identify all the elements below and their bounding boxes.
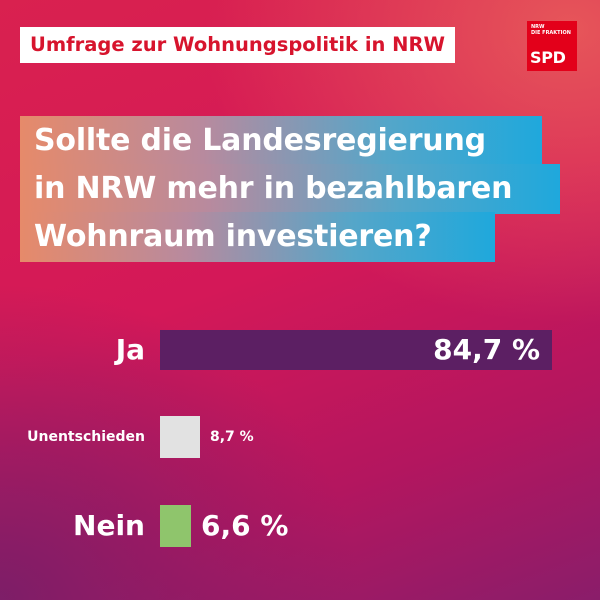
- bar-label-ja: Ja: [115, 333, 145, 366]
- bar-unentschieden: [160, 416, 200, 458]
- question-line-3: Wohnraum investieren?: [20, 212, 495, 262]
- question-line-2: in NRW mehr in bezahlbaren: [20, 164, 560, 214]
- bar-nein: [160, 505, 191, 547]
- logo-wordmark: SPD: [530, 48, 566, 67]
- value-label-unentschieden: 8,7 %: [210, 429, 254, 445]
- bar-label-nein: Nein: [73, 509, 145, 542]
- question-line-1: Sollte die Landesregierung: [20, 116, 542, 166]
- spd-logo: NRW DIE FRAKTION SPD: [527, 21, 577, 71]
- bar-ja: [160, 330, 552, 370]
- logo-subtitle: NRW DIE FRAKTION: [531, 24, 571, 36]
- survey-title-label: Umfrage zur Wohnungspolitik in NRW: [20, 27, 456, 63]
- bar-label-unentschieden: Unentschieden: [27, 429, 145, 445]
- question-heading: Sollte die Landesregierung in NRW mehr i…: [20, 116, 580, 276]
- value-label-ja: 84,7 %: [433, 333, 540, 366]
- value-label-nein: 6,6 %: [201, 509, 289, 542]
